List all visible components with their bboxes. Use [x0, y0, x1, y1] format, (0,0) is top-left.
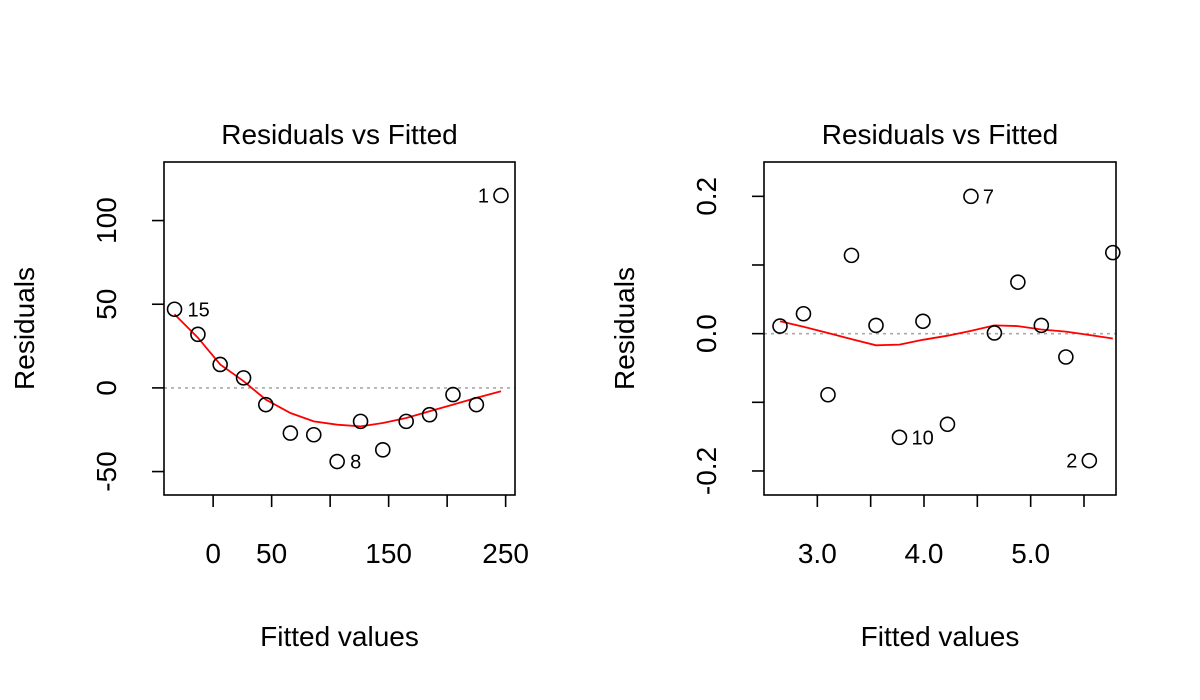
y-tick-label: -50	[91, 451, 122, 491]
x-tick-label: 0	[205, 538, 221, 569]
y-tick-label: 0.0	[691, 314, 722, 353]
point-id-label: 7	[983, 186, 994, 208]
data-point	[305, 426, 322, 443]
data-point	[190, 326, 206, 343]
y-tick-label: 50	[91, 289, 122, 320]
y-tick-label: -0.2	[691, 447, 722, 495]
data-point	[468, 396, 485, 413]
point-id-label: 10	[911, 427, 933, 449]
data-point	[795, 305, 812, 322]
smoother-line	[173, 313, 502, 428]
x-tick-label: 3.0	[798, 538, 837, 569]
point-id-label: 8	[350, 452, 361, 474]
point-id-label: 1	[478, 185, 489, 207]
data-point	[868, 317, 884, 334]
y-axis-label: Residuals	[609, 267, 640, 390]
data-point	[329, 453, 345, 470]
point-id-label: 15	[188, 299, 210, 321]
data-point	[843, 247, 860, 264]
data-point	[212, 356, 228, 373]
data-point	[352, 413, 369, 430]
data-point	[820, 386, 836, 403]
data-point	[235, 370, 252, 386]
chart-panel-2: Residuals vs Fitted 10 7 2 3.0 4.0 5.0 -0.2 0.0 0…	[609, 119, 1121, 652]
data-point	[1010, 274, 1026, 290]
data-point	[398, 413, 414, 430]
data-point	[166, 301, 183, 318]
plot-frame	[763, 161, 1117, 496]
x-tick-label: 50	[256, 538, 287, 569]
plot-frame	[163, 161, 516, 496]
data-point	[445, 386, 461, 403]
data-point	[939, 416, 956, 433]
x-tick-label: 150	[365, 538, 412, 569]
chart-panel-1: Residuals vs Fitted 15 8 1 0 50 150 250 -50 0 50 10…	[9, 119, 529, 652]
point-id-label: 2	[1066, 451, 1077, 473]
data-point	[1081, 452, 1098, 469]
data-point	[1105, 244, 1121, 261]
y-tick-label: 0.2	[691, 177, 722, 216]
data-point	[986, 325, 1003, 341]
data-point	[772, 318, 788, 334]
smoother-line	[779, 320, 1113, 347]
data-point	[1033, 317, 1050, 334]
x-axis-label: Fitted values	[861, 621, 1020, 652]
y-tick-label: 100	[91, 197, 122, 244]
data-point	[493, 187, 509, 204]
x-axis-label: Fitted values	[260, 621, 419, 652]
data-point	[282, 425, 299, 441]
data-point	[421, 406, 438, 423]
data-point	[963, 188, 979, 205]
y-tick-label: 0	[91, 380, 122, 396]
data-point	[1058, 349, 1074, 365]
data-point	[374, 442, 391, 458]
data-point	[891, 429, 908, 446]
x-tick-label: 5.0	[1011, 538, 1050, 569]
x-tick-label: 250	[482, 538, 529, 569]
y-axis-label: Residuals	[9, 267, 40, 390]
chart-title: Residuals vs Fitted	[822, 119, 1059, 150]
x-tick-label: 4.0	[905, 538, 944, 569]
data-point	[257, 396, 274, 413]
chart-title: Residuals vs Fitted	[221, 119, 458, 150]
data-point	[915, 313, 931, 330]
